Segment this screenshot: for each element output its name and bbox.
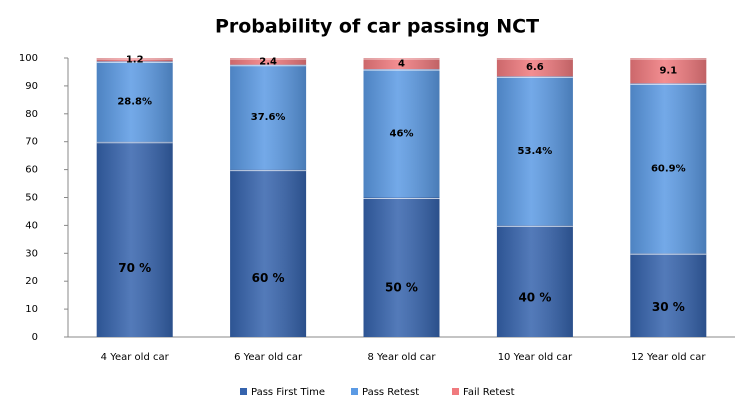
legend-swatch — [452, 388, 459, 395]
x-tick-label: 12 Year old car — [631, 352, 706, 363]
value-label: 50 % — [385, 281, 418, 295]
value-label: 4 — [398, 59, 405, 70]
legend-label: Pass Retest — [362, 387, 419, 398]
legend-swatch — [351, 388, 358, 395]
value-label: 9.1 — [659, 66, 677, 77]
y-tick-label: 40 — [25, 220, 38, 231]
y-tick-label: 30 — [25, 248, 38, 259]
x-tick-label: 4 Year old car — [101, 352, 170, 363]
bar-shine — [230, 64, 307, 170]
bar-shine — [630, 58, 707, 84]
bar-shine — [630, 253, 707, 337]
y-tick-label: 80 — [25, 109, 38, 120]
bar-shine — [363, 58, 440, 70]
value-label: 2.4 — [259, 56, 277, 67]
bar-shine — [363, 69, 440, 198]
value-label: 46% — [390, 128, 414, 139]
bar-shine — [496, 58, 573, 77]
value-label: 30 % — [652, 300, 685, 314]
x-tick-label: 6 Year old car — [234, 352, 303, 363]
legend-label: Fail Retest — [463, 387, 515, 398]
x-tick-label: 10 Year old car — [498, 352, 573, 363]
legend-swatch — [240, 388, 247, 395]
value-label: 70 % — [118, 261, 151, 275]
legend-label: Pass First Time — [251, 387, 325, 398]
y-tick-label: 0 — [32, 332, 38, 343]
value-label: 37.6% — [251, 112, 286, 123]
value-label: 1.2 — [126, 55, 144, 66]
bar-shine — [96, 61, 173, 142]
y-tick-label: 20 — [25, 276, 38, 287]
chart-title: Probability of car passing NCT — [215, 16, 539, 38]
x-tick-label: 8 Year old car — [367, 352, 436, 363]
value-label: 28.8% — [117, 97, 152, 108]
bar-shine — [496, 76, 573, 226]
y-tick-label: 10 — [25, 304, 38, 315]
value-label: 40 % — [518, 290, 551, 304]
bar-shine — [230, 58, 307, 65]
bar-shine — [96, 58, 173, 62]
y-tick-label: 60 — [25, 165, 38, 176]
bar-shine — [230, 169, 307, 337]
y-tick-label: 50 — [25, 193, 38, 204]
value-label: 60.9% — [651, 163, 686, 174]
bar-shine — [496, 225, 573, 337]
bar-shine — [363, 197, 440, 337]
value-label: 60 % — [252, 271, 285, 285]
bar-shine — [96, 141, 173, 337]
y-tick-label: 100 — [19, 53, 38, 64]
y-tick-label: 70 — [25, 137, 38, 148]
bar-shine — [630, 83, 707, 254]
value-label: 6.6 — [526, 62, 544, 73]
y-tick-label: 90 — [25, 81, 38, 92]
value-label: 53.4% — [518, 146, 553, 157]
